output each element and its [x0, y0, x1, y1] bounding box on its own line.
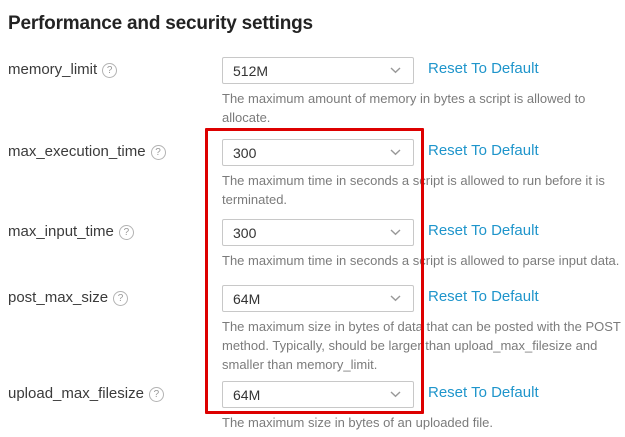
reset-to-default-link[interactable]: Reset To Default — [428, 288, 539, 305]
setting-control: 64M Reset To Default The maximum size in… — [222, 285, 625, 374]
reset-to-default-link[interactable]: Reset To Default — [428, 142, 539, 159]
setting-control: 300 Reset To Default The maximum time in… — [222, 139, 625, 209]
setting-description: The maximum amount of memory in bytes a … — [222, 91, 586, 125]
reset-to-default-link[interactable]: Reset To Default — [428, 384, 539, 401]
select-value: 64M — [233, 290, 261, 307]
setting-label: max_execution_time — [8, 143, 146, 160]
page-title: Performance and security settings — [8, 13, 313, 34]
select-value: 64M — [233, 386, 261, 403]
setting-control: 300 Reset To Default The maximum time in… — [222, 219, 625, 270]
setting-label: memory_limit — [8, 61, 98, 78]
setting-label: upload_max_filesize — [8, 385, 144, 402]
max-input-time-select[interactable]: 300 — [222, 219, 414, 246]
post-max-size-select[interactable]: 64M — [222, 285, 414, 312]
setting-label: post_max_size — [8, 289, 109, 306]
help-icon[interactable]: ? — [113, 291, 129, 306]
setting-description: The maximum time in seconds a script is … — [222, 253, 620, 268]
setting-control: 64M Reset To Default The maximum size in… — [222, 381, 625, 432]
help-icon[interactable]: ? — [148, 387, 164, 402]
select-value: 300 — [233, 144, 257, 161]
setting-description: The maximum size in bytes of data that c… — [222, 319, 621, 372]
max-execution-time-select[interactable]: 300 — [222, 139, 414, 166]
upload-max-filesize-select[interactable]: 64M — [222, 381, 414, 408]
select-value: 512M — [233, 62, 269, 79]
help-icon[interactable]: ? — [150, 145, 166, 160]
chevron-down-icon — [390, 295, 401, 302]
chevron-down-icon — [390, 67, 401, 74]
setting-label-wrap: max_execution_time ? — [8, 143, 166, 160]
help-icon[interactable]: ? — [102, 63, 118, 78]
setting-description: The maximum size in bytes of an uploaded… — [222, 415, 493, 430]
chevron-down-icon — [390, 229, 401, 236]
setting-label-wrap: upload_max_filesize ? — [8, 385, 164, 402]
setting-label-wrap: post_max_size ? — [8, 289, 129, 306]
chevron-down-icon — [390, 391, 401, 398]
setting-control: 512M Reset To Default The maximum amount… — [222, 57, 625, 127]
reset-to-default-link[interactable]: Reset To Default — [428, 60, 539, 77]
setting-label-wrap: memory_limit ? — [8, 61, 118, 78]
setting-description: The maximum time in seconds a script is … — [222, 173, 605, 207]
setting-label-wrap: max_input_time ? — [8, 223, 134, 240]
setting-label: max_input_time — [8, 223, 114, 240]
chevron-down-icon — [390, 149, 401, 156]
help-icon[interactable]: ? — [118, 225, 134, 240]
reset-to-default-link[interactable]: Reset To Default — [428, 222, 539, 239]
memory-limit-select[interactable]: 512M — [222, 57, 414, 84]
select-value: 300 — [233, 224, 257, 241]
